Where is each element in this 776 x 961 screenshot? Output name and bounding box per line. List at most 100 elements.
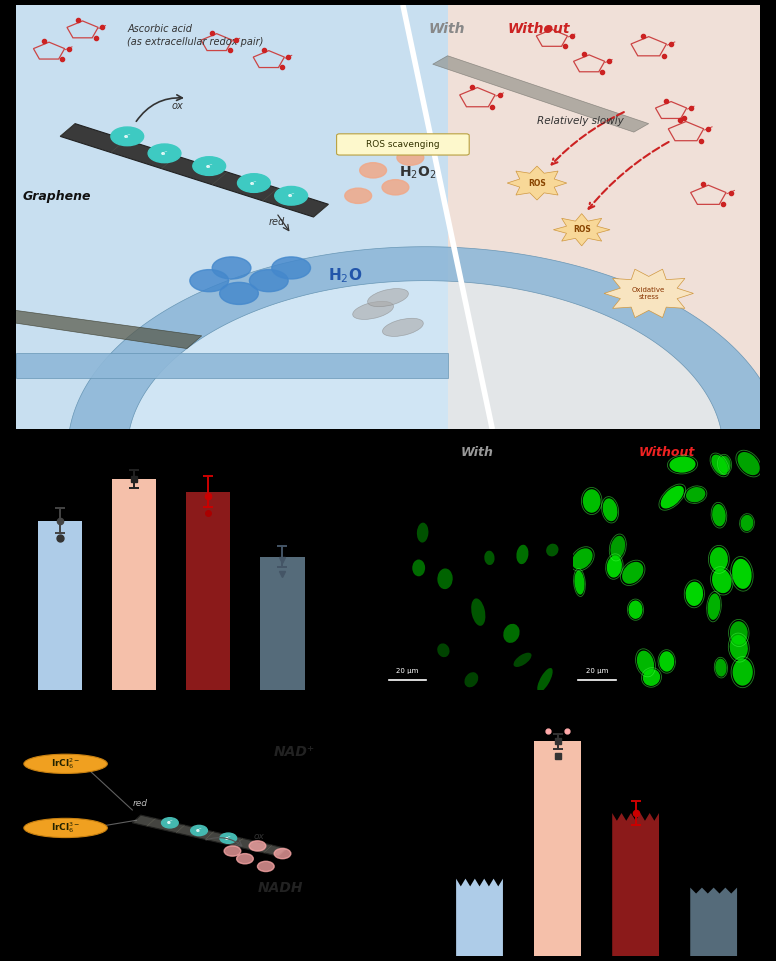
Ellipse shape — [546, 544, 559, 556]
Text: e⁻: e⁻ — [196, 828, 203, 833]
Ellipse shape — [733, 658, 753, 685]
Text: Oxidative
stress: Oxidative stress — [632, 286, 665, 300]
Ellipse shape — [737, 452, 760, 475]
Polygon shape — [453, 776, 767, 961]
Text: Ascorbic acid
(as extracellular redox pair): Ascorbic acid (as extracellular redox pa… — [127, 24, 264, 47]
Text: H$_2$O: H$_2$O — [328, 266, 363, 285]
Circle shape — [272, 257, 310, 279]
Circle shape — [190, 270, 229, 292]
Text: IrCl$_6^{3-}$: IrCl$_6^{3-}$ — [51, 821, 80, 835]
Ellipse shape — [659, 652, 674, 672]
Circle shape — [148, 144, 181, 162]
Ellipse shape — [471, 599, 486, 626]
Text: e⁻: e⁻ — [287, 193, 295, 198]
Ellipse shape — [607, 555, 622, 578]
Ellipse shape — [719, 456, 731, 473]
Bar — [112, 480, 156, 690]
Circle shape — [345, 188, 372, 204]
Ellipse shape — [643, 669, 660, 686]
Circle shape — [111, 127, 144, 146]
Ellipse shape — [412, 559, 425, 577]
Ellipse shape — [660, 485, 684, 508]
Polygon shape — [133, 815, 286, 856]
Circle shape — [191, 825, 207, 836]
Ellipse shape — [732, 558, 752, 589]
Circle shape — [192, 157, 226, 176]
Text: e⁻: e⁻ — [225, 836, 231, 841]
Text: ROS: ROS — [573, 225, 591, 234]
Ellipse shape — [417, 523, 428, 543]
Ellipse shape — [637, 651, 654, 675]
Ellipse shape — [622, 562, 643, 584]
Ellipse shape — [583, 489, 601, 513]
Circle shape — [220, 283, 258, 305]
Ellipse shape — [572, 549, 593, 569]
Circle shape — [258, 861, 274, 872]
Ellipse shape — [24, 819, 107, 838]
Polygon shape — [433, 56, 649, 132]
Circle shape — [249, 270, 288, 292]
Ellipse shape — [383, 318, 424, 336]
Text: e⁻: e⁻ — [161, 151, 168, 156]
Circle shape — [397, 150, 424, 165]
Ellipse shape — [730, 621, 748, 645]
Circle shape — [212, 257, 251, 279]
Circle shape — [249, 841, 266, 851]
Bar — [534, 742, 581, 956]
Polygon shape — [508, 166, 566, 200]
Text: IrCl$_6^{2-}$: IrCl$_6^{2-}$ — [51, 756, 80, 772]
FancyBboxPatch shape — [337, 134, 469, 155]
Text: 20 μm: 20 μm — [586, 668, 608, 674]
Ellipse shape — [465, 672, 478, 687]
Circle shape — [237, 174, 270, 192]
Circle shape — [360, 162, 386, 178]
Ellipse shape — [715, 658, 726, 677]
Text: ox: ox — [172, 101, 184, 111]
Text: e⁻: e⁻ — [206, 163, 213, 168]
Polygon shape — [16, 353, 448, 379]
Ellipse shape — [740, 515, 753, 531]
Text: ROS scavenging: ROS scavenging — [366, 140, 440, 149]
Circle shape — [224, 846, 241, 856]
Polygon shape — [61, 124, 328, 217]
Text: e⁻: e⁻ — [167, 821, 173, 825]
Text: H$_2$O$_2$: H$_2$O$_2$ — [399, 164, 437, 181]
Ellipse shape — [516, 545, 528, 564]
Text: 20 μm: 20 μm — [397, 668, 419, 674]
Bar — [186, 492, 230, 690]
Ellipse shape — [611, 536, 625, 559]
Polygon shape — [453, 726, 776, 961]
Polygon shape — [612, 813, 659, 956]
Ellipse shape — [729, 635, 748, 660]
Ellipse shape — [712, 504, 726, 527]
Ellipse shape — [603, 499, 618, 521]
Ellipse shape — [437, 644, 449, 657]
Ellipse shape — [438, 569, 452, 589]
Ellipse shape — [537, 668, 553, 692]
Ellipse shape — [368, 288, 408, 307]
Text: NADH: NADH — [258, 881, 303, 895]
Text: ox: ox — [253, 832, 264, 842]
Text: red: red — [268, 217, 285, 228]
Text: e⁻: e⁻ — [250, 181, 258, 185]
Text: With: With — [429, 22, 466, 36]
Polygon shape — [553, 213, 610, 246]
Polygon shape — [448, 5, 760, 430]
Text: With: With — [461, 446, 494, 459]
Polygon shape — [456, 878, 503, 956]
Ellipse shape — [712, 569, 732, 593]
Circle shape — [382, 180, 409, 195]
Text: Graphene: Graphene — [23, 190, 92, 203]
Ellipse shape — [670, 456, 695, 473]
Ellipse shape — [629, 601, 643, 619]
Ellipse shape — [24, 754, 107, 774]
Bar — [260, 556, 305, 690]
Text: red: red — [133, 800, 147, 808]
Polygon shape — [604, 269, 694, 318]
Text: Without: Without — [508, 22, 570, 36]
Circle shape — [161, 818, 178, 828]
Bar — [38, 521, 82, 690]
Ellipse shape — [574, 571, 584, 595]
Text: NAD⁺: NAD⁺ — [274, 745, 315, 759]
Polygon shape — [16, 5, 448, 430]
